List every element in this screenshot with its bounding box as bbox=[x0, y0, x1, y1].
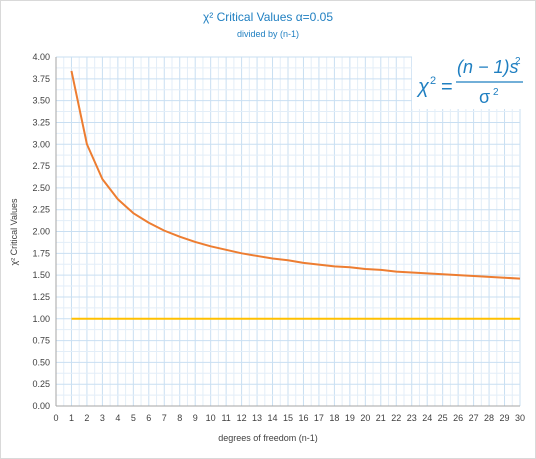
y-tick-label: 0.00 bbox=[32, 401, 50, 411]
chart-title: χ² Critical Values α=0.05 bbox=[202, 10, 334, 24]
y-tick-label: 2.25 bbox=[32, 205, 50, 215]
x-tick-label: 28 bbox=[484, 413, 494, 423]
y-tick-label: 4.00 bbox=[32, 52, 50, 62]
x-tick-label: 11 bbox=[221, 413, 230, 423]
x-tick-label: 22 bbox=[391, 413, 401, 423]
x-tick-label: 30 bbox=[515, 413, 525, 423]
x-tick-label: 0 bbox=[53, 413, 58, 423]
y-tick-label: 3.75 bbox=[32, 74, 50, 84]
x-tick-label: 23 bbox=[407, 413, 417, 423]
y-tick-label: 3.25 bbox=[32, 117, 50, 127]
y-tick-label: 3.00 bbox=[32, 139, 50, 149]
x-tick-label: 25 bbox=[438, 413, 448, 423]
formula-equals: = bbox=[441, 76, 453, 98]
chart-subtitle: divided by (n-1) bbox=[236, 29, 300, 39]
formula-lhs: χ bbox=[416, 76, 430, 98]
x-tick-label: 17 bbox=[314, 413, 324, 423]
x-tick-label: 12 bbox=[237, 413, 247, 423]
formula-denominator: σ bbox=[479, 87, 490, 107]
x-tick-label: 29 bbox=[500, 413, 510, 423]
formula-denominator-sup: 2 bbox=[493, 87, 499, 98]
y-tick-label: 1.00 bbox=[32, 314, 50, 324]
formula-lhs-sup: 2 bbox=[430, 75, 436, 87]
x-tick-label: 7 bbox=[162, 413, 167, 423]
y-tick-label: 0.50 bbox=[32, 357, 50, 367]
grid-layer bbox=[55, 56, 521, 407]
x-tick-label: 6 bbox=[146, 413, 151, 423]
series-line-1 bbox=[70, 70, 521, 280]
y-tick-label: 2.00 bbox=[32, 227, 50, 237]
x-tick-label: 4 bbox=[115, 413, 120, 423]
y-tick-label: 0.25 bbox=[32, 379, 50, 389]
y-tick-label: 2.75 bbox=[32, 161, 50, 171]
x-tick-label: 21 bbox=[376, 413, 386, 423]
x-tick-label: 9 bbox=[193, 413, 198, 423]
formula-numerator: (n − 1)s bbox=[457, 57, 519, 77]
formula-numerator-sup: 2 bbox=[515, 56, 521, 67]
x-tick-label: 16 bbox=[298, 413, 308, 423]
x-tick-label: 13 bbox=[252, 413, 262, 423]
y-tick-label: 1.75 bbox=[32, 248, 50, 258]
x-tick-label: 24 bbox=[422, 413, 432, 423]
y-tick-label: 2.50 bbox=[32, 183, 50, 193]
x-tick-label: 27 bbox=[469, 413, 479, 423]
x-tick-label: 18 bbox=[329, 413, 339, 423]
x-tick-label: 3 bbox=[100, 413, 105, 423]
x-tick-label: 20 bbox=[360, 413, 370, 423]
series-layer bbox=[70, 70, 521, 320]
x-axis-label: degrees of freedom (n-1) bbox=[218, 433, 318, 443]
y-axis-label: χ² Critical Values bbox=[9, 198, 19, 266]
x-tick-label: 15 bbox=[283, 413, 293, 423]
y-tick-label: 3.50 bbox=[32, 96, 50, 106]
y-tick-label: 1.50 bbox=[32, 270, 50, 280]
x-tick-label: 10 bbox=[206, 413, 216, 423]
x-tick-label: 1 bbox=[69, 413, 74, 423]
y-tick-label: 1.25 bbox=[32, 292, 50, 302]
x-tick-label: 14 bbox=[268, 413, 278, 423]
formula-svg: χ 2 = (n − 1)s 2 σ 2 bbox=[416, 56, 523, 107]
x-tick-label: 5 bbox=[131, 413, 136, 423]
x-tick-label: 26 bbox=[453, 413, 463, 423]
formula-annotation: χ 2 = (n − 1)s 2 σ 2 bbox=[412, 53, 526, 109]
x-tick-label: 8 bbox=[177, 413, 182, 423]
tick-layer: 0 1 2 3 4 5 6 7 8 9 10 11 12 13 14 15 16 17 18 19 20 21 22 23 24… bbox=[32, 52, 525, 423]
x-tick-label: 19 bbox=[345, 413, 355, 423]
x-tick-label: 2 bbox=[84, 413, 89, 423]
y-tick-label: 0.75 bbox=[32, 336, 50, 346]
